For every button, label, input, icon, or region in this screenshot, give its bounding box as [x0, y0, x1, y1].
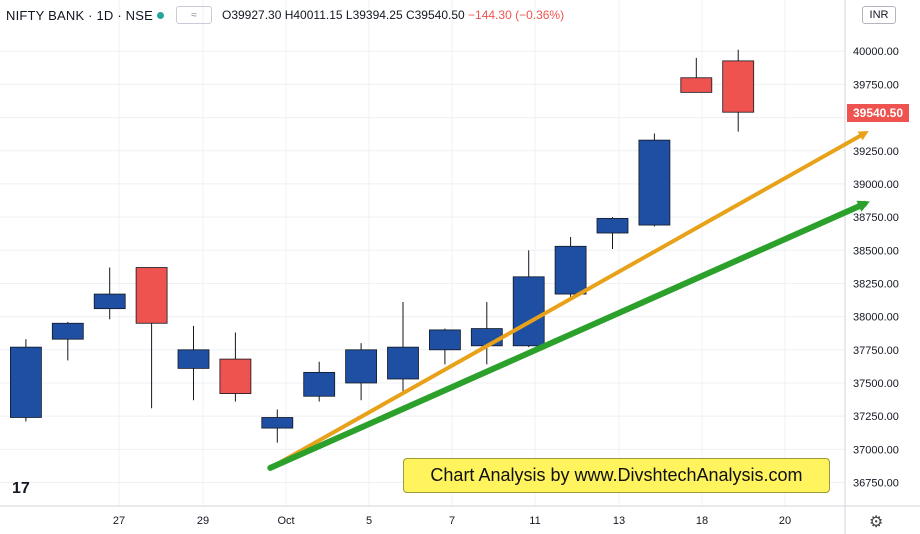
last-price-tag: 39540.50	[847, 104, 909, 122]
x-tick-label: 7	[449, 515, 455, 527]
ohlc-low: L39394.25	[345, 8, 403, 22]
candle-up	[9, 346, 42, 418]
candle-up	[51, 322, 84, 340]
compare-icon[interactable]: ≈	[175, 6, 212, 24]
ohlc-change: −144.30 (−0.36%)	[468, 8, 565, 22]
x-tick-label: 20	[779, 515, 791, 527]
y-tick-label: 36750.00	[853, 478, 899, 490]
candle-up	[345, 349, 378, 384]
candle-up	[596, 218, 629, 234]
market-status-icon	[156, 11, 164, 19]
ohlc-open: O39927.30	[221, 8, 282, 22]
trendline-orange[interactable]	[268, 131, 869, 470]
candle-up	[554, 245, 587, 295]
candle-down	[135, 267, 168, 324]
candle-up	[512, 276, 545, 347]
tradingview-logo: 17	[12, 480, 30, 497]
y-tick-label: 37250.00	[853, 411, 899, 423]
chart-header: NIFTY BANK · 1D · NSE ≈ O39927.30 H40011…	[6, 6, 564, 24]
ohlc-readout: O39927.30 H40011.15 L39394.25 C39540.50 …	[222, 8, 564, 22]
candle-down	[219, 358, 252, 394]
x-tick-label: 13	[613, 515, 625, 527]
candle-up	[387, 346, 419, 380]
candle-up	[93, 293, 126, 310]
settings-gear-icon[interactable]: ⚙	[869, 514, 884, 531]
y-tick-label: 38250.00	[853, 278, 899, 290]
y-tick-label: 38000.00	[853, 312, 899, 324]
y-tick-label: 39750.00	[853, 79, 899, 91]
candle-up	[428, 329, 461, 351]
x-tick-label: 11	[529, 515, 540, 527]
ohlc-close: C39540.50	[405, 8, 465, 22]
analysis-watermark: Chart Analysis by www.DivshtechAnalysis.…	[403, 458, 830, 493]
y-tick-label: 39000.00	[853, 179, 899, 191]
symbol-title: NIFTY BANK · 1D · NSE	[6, 7, 153, 23]
candle-up	[303, 371, 336, 397]
ohlc-high: H40011.15	[284, 8, 343, 22]
x-tick-label: 29	[197, 515, 209, 527]
candle-up	[470, 328, 503, 347]
x-tick-label: 18	[696, 515, 708, 527]
candle-down	[722, 60, 755, 113]
y-tick-label: 38500.00	[853, 245, 899, 257]
x-tick-label: 5	[366, 515, 372, 527]
trendline-green[interactable]	[267, 200, 870, 471]
currency-button[interactable]: INR	[862, 6, 896, 24]
y-tick-label: 37750.00	[853, 345, 899, 357]
y-tick-label: 40000.00	[853, 46, 899, 58]
candle-up	[638, 139, 671, 226]
y-tick-label: 37500.00	[853, 378, 899, 390]
x-tick-label: Oct	[277, 515, 294, 527]
y-tick-label: 39250.00	[853, 146, 899, 158]
x-tick-label: 27	[113, 515, 125, 527]
y-tick-label: 38750.00	[853, 212, 899, 224]
candle-up	[177, 349, 210, 369]
candle-up	[261, 417, 294, 429]
y-tick-label: 37000.00	[853, 444, 899, 456]
candle-down	[680, 77, 713, 93]
